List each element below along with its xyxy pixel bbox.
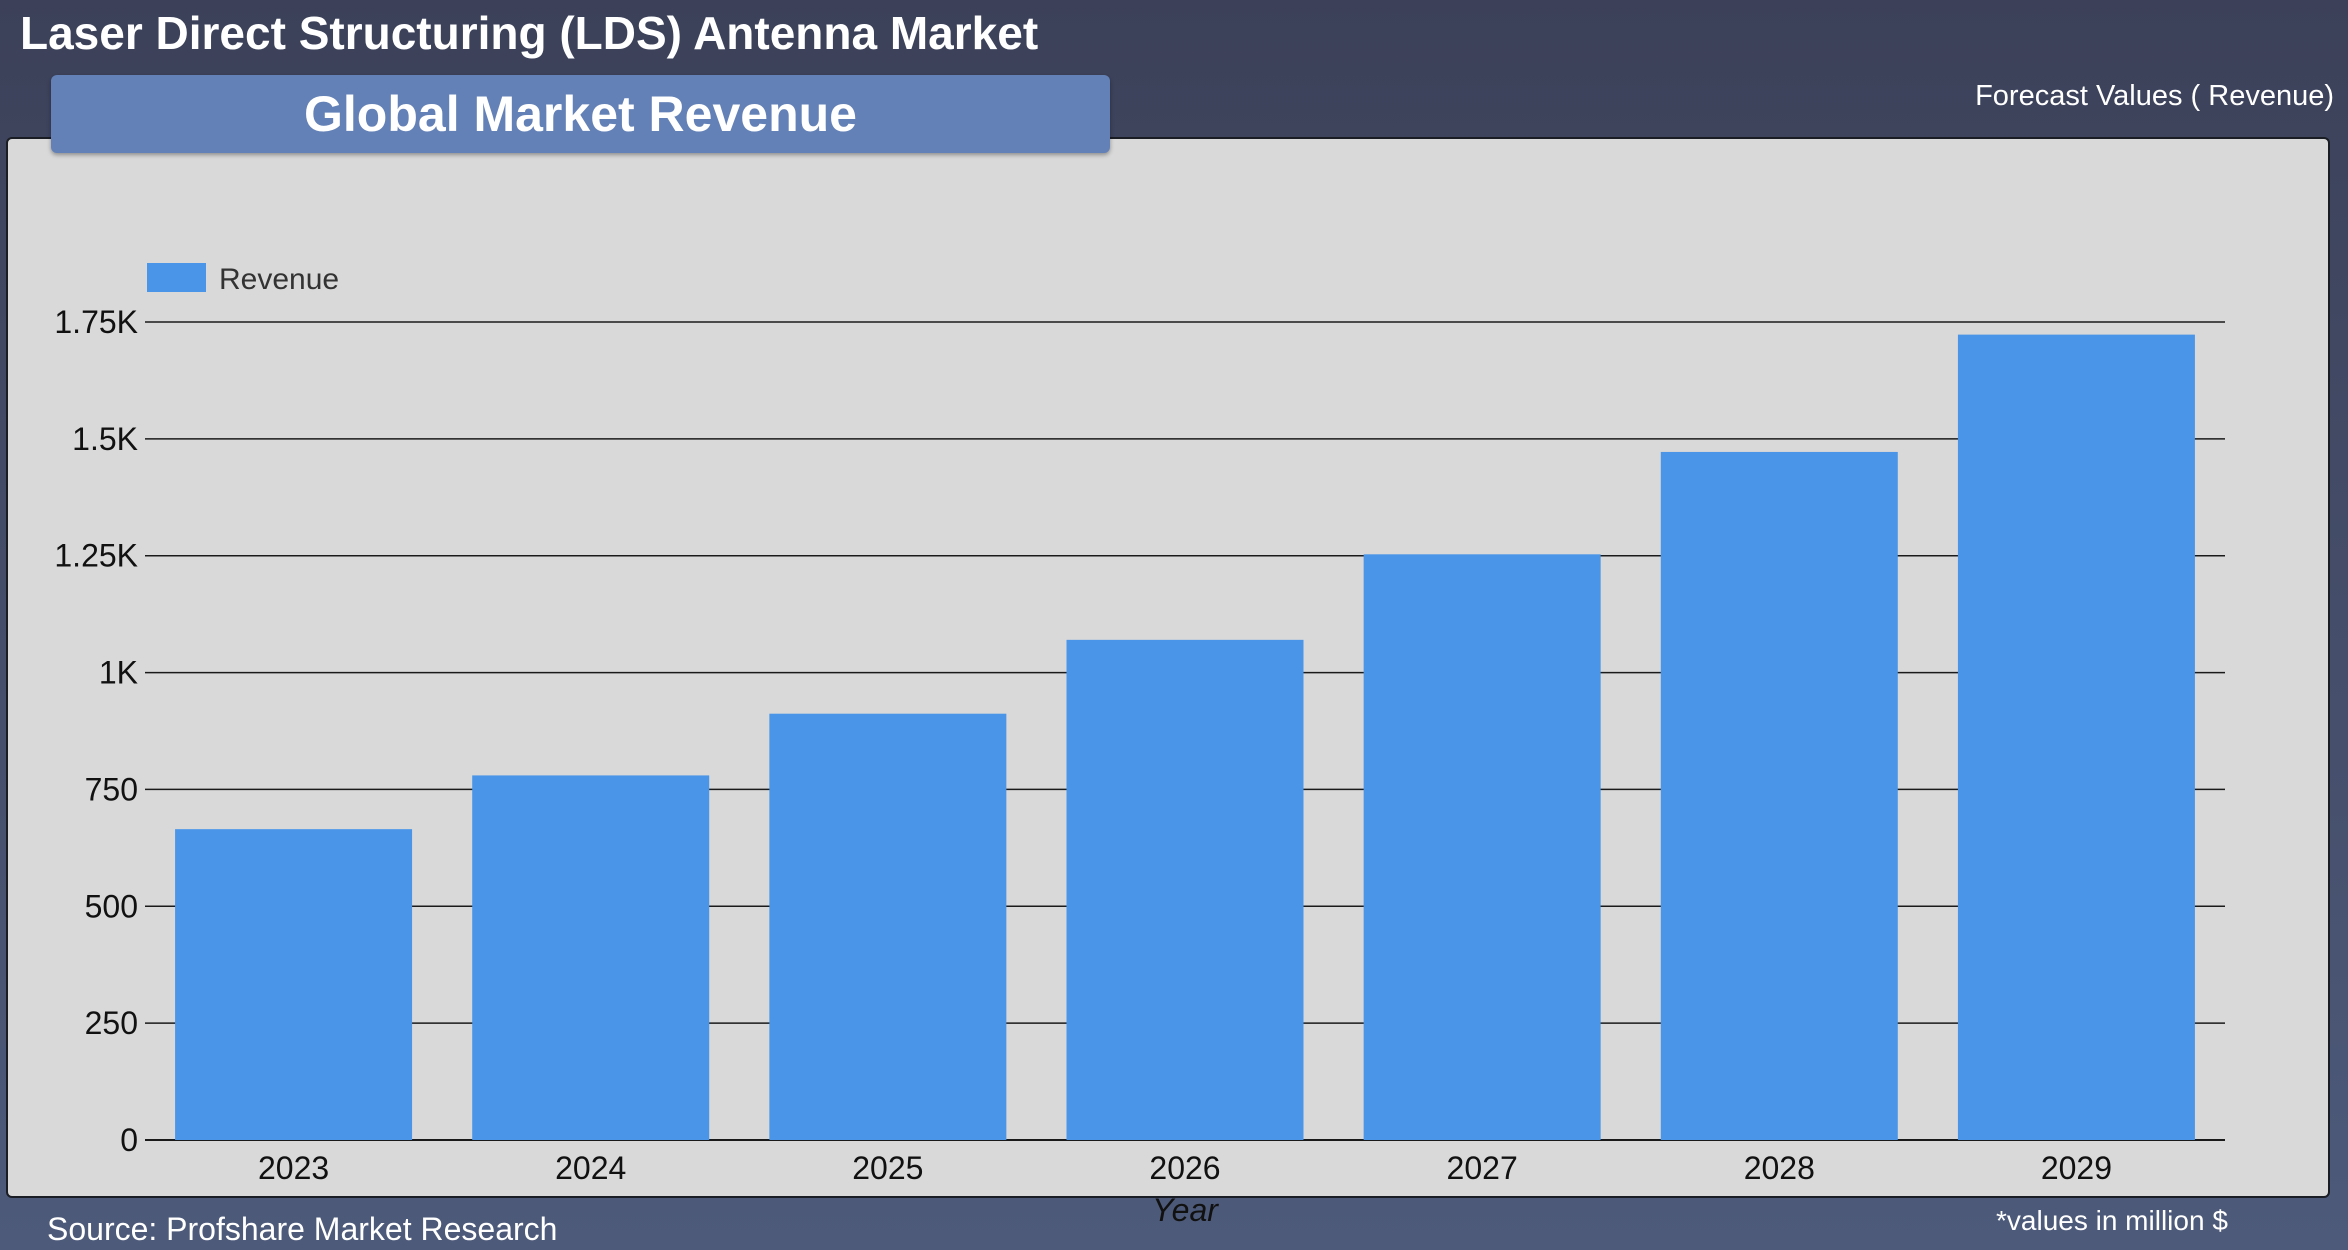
bar [1363,554,1601,1140]
bar [1957,334,2195,1140]
axes: 0 250 500 750 1K 1.25K 1.5K 1.75K 2023 2024 2025 20… [54,304,2112,1228]
chart-title-tab: Global Market Revenue [51,75,1110,153]
units-note: *values in million $ [1996,1205,2228,1236]
y-tick-label: 1.5K [72,421,138,457]
y-tick-label: 500 [85,888,138,924]
x-tick-label: 2023 [258,1150,329,1186]
bar [1066,639,1304,1140]
y-tick-label: 1.25K [54,538,138,574]
x-tick-label: 2024 [555,1150,626,1186]
bars [175,334,2195,1140]
forecast-values-label: Forecast Values ( Revenue) [1975,80,2334,112]
bar [769,713,1007,1140]
y-tick-label: 1.75K [54,304,138,340]
source-label: Source: Profshare Market Research [47,1211,558,1247]
bar [175,829,413,1140]
legend-swatch [147,263,206,292]
y-tick-label: 1K [99,655,138,691]
y-tick-label: 0 [120,1122,138,1158]
bar [472,775,710,1140]
x-tick-label: 2025 [852,1150,923,1186]
x-tick-label: 2028 [1744,1150,1815,1186]
y-tick-label: 250 [85,1005,138,1041]
y-tick-label: 750 [85,771,138,807]
x-tick-label: 2027 [1447,1150,1518,1186]
page-title: Laser Direct Structuring (LDS) Antenna M… [20,7,1039,59]
legend-label: Revenue [219,263,339,296]
x-axis-title: Year [1152,1192,1219,1228]
bar [1660,451,1898,1140]
x-tick-label: 2026 [1149,1150,1220,1186]
legend: Revenue [147,263,339,296]
x-tick-label: 2029 [2041,1150,2112,1186]
